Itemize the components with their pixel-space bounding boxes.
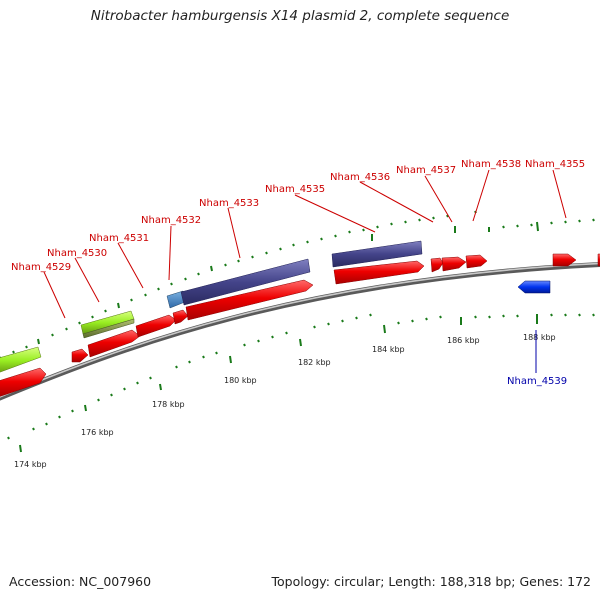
scale-label: 178 kbp xyxy=(152,400,185,409)
cds-feature xyxy=(441,256,467,272)
gene-label: Nham_4529 xyxy=(11,262,71,273)
gene-labels: Nham_4529 Nham_4530 Nham_4531 Nham_4532 … xyxy=(11,159,585,387)
gene-label: Nham_4532 xyxy=(141,215,201,226)
cds-forward-track xyxy=(0,253,600,397)
plasmid-backbone-highlight xyxy=(0,262,600,398)
gene-label: Nham_4538 xyxy=(461,159,521,170)
cds-feature xyxy=(185,279,314,321)
inner-tick-track xyxy=(7,313,595,453)
gene-label: Nham_4537 xyxy=(396,165,456,176)
cds-feature xyxy=(71,348,89,363)
gene-label: Nham_4355 xyxy=(525,159,585,170)
misc-feature-lime xyxy=(0,346,42,373)
scale-label: 174 kbp xyxy=(14,460,47,469)
label-leaders xyxy=(43,169,567,373)
misc-feature-olive xyxy=(82,318,135,339)
cds-feature xyxy=(87,329,141,358)
cds-reverse-feature xyxy=(517,280,551,294)
gene-label: Nham_4533 xyxy=(199,198,259,209)
scale-label: 182 kbp xyxy=(298,358,331,367)
scale-label: 180 kbp xyxy=(224,376,257,385)
misc-feature-purple xyxy=(331,240,423,268)
scale-label: 184 kbp xyxy=(372,345,405,354)
cds-feature xyxy=(552,253,577,267)
cds-feature xyxy=(135,314,177,338)
cds-feature xyxy=(430,257,444,273)
cds-feature xyxy=(465,254,488,269)
scale-label: 186 kbp xyxy=(447,336,480,345)
cds-feature xyxy=(172,309,189,325)
misc-feature-purple xyxy=(180,258,311,306)
map-title: Nitrobacter hamburgensis X14 plasmid 2, … xyxy=(90,8,510,24)
accession-label: Accession: NC_007960 xyxy=(9,574,152,589)
plasmid-backbone xyxy=(0,262,600,401)
gene-label: Nham_4536 xyxy=(330,172,390,183)
gene-label: Nham_4539 xyxy=(507,376,567,387)
scale-labels: 174 kbp 176 kbp 178 kbp 180 kbp 182 kbp … xyxy=(14,333,556,469)
summary-label: Topology: circular; Length: 188,318 bp; … xyxy=(271,574,592,589)
scale-label: 188 kbp xyxy=(523,333,556,342)
gene-label: Nham_4530 xyxy=(47,248,107,259)
feature-misc-track xyxy=(0,240,423,373)
cds-feature xyxy=(0,367,47,397)
outer-tick-track xyxy=(0,210,595,360)
scale-label: 176 kbp xyxy=(81,428,114,437)
gene-label: Nham_4531 xyxy=(89,233,149,244)
cds-feature xyxy=(333,260,425,285)
gene-label: Nham_4535 xyxy=(265,184,325,195)
